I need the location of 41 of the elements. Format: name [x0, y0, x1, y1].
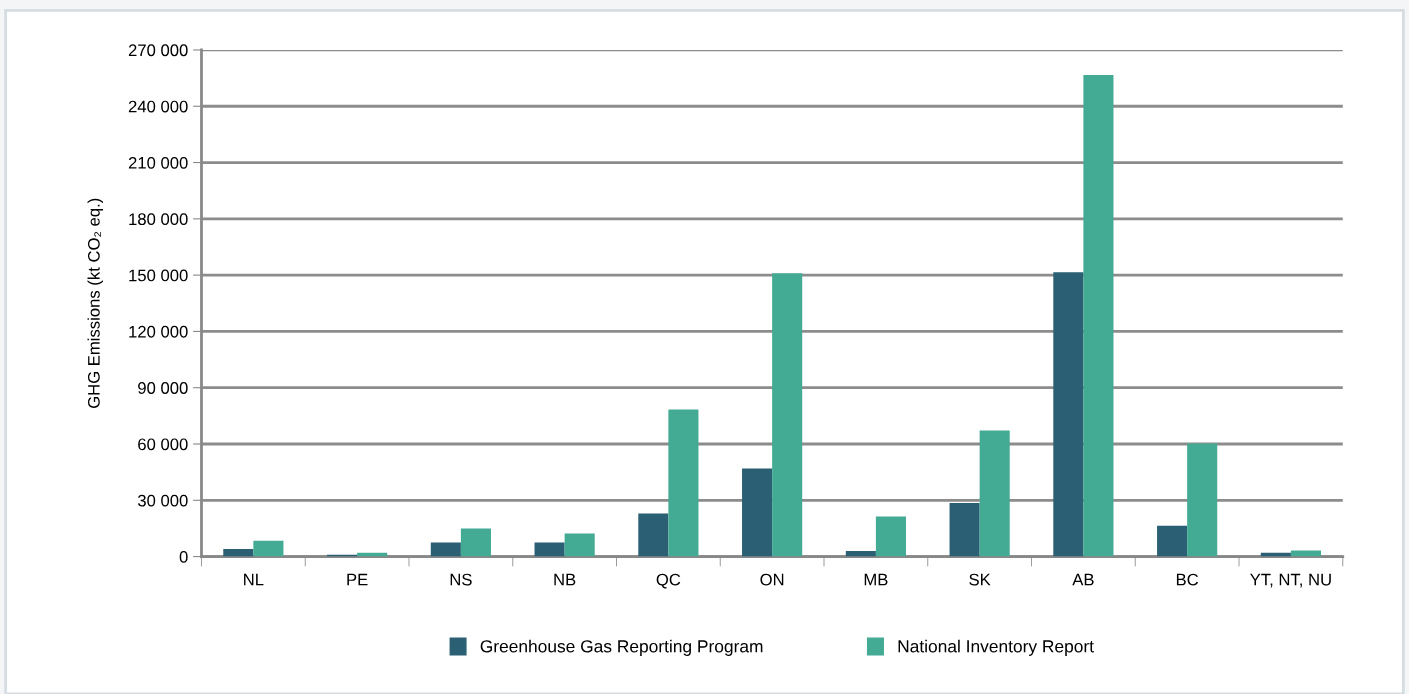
bar: [460, 528, 491, 557]
bar: [742, 468, 773, 557]
x-tick-label: NS: [450, 573, 472, 586]
bar: [772, 273, 803, 557]
x-tick-label: NL: [244, 573, 264, 586]
bar: [253, 540, 284, 557]
y-tick-label: 120 000: [129, 325, 188, 338]
y-tick-label: 30 000: [137, 494, 188, 507]
y-tick-label: 210 000: [128, 156, 188, 169]
bar: [534, 542, 565, 557]
bar: [638, 513, 669, 557]
legend-label: Greenhouse Gas Reporting Program: [480, 639, 763, 656]
y-tick-label: 180 000: [129, 213, 188, 226]
y-tick-label: 60 000: [138, 438, 188, 451]
bar: [564, 533, 595, 557]
x-tick-label: ON: [760, 573, 784, 586]
x-tick-label: YT, NT, NU: [1250, 573, 1331, 588]
y-tick-label: 90 000: [138, 382, 188, 394]
y-tick-label: 240 000: [128, 100, 188, 113]
x-tick-label: SK: [969, 573, 991, 586]
y-tick-label: 150 000: [129, 269, 188, 282]
bar: [949, 503, 980, 557]
bar: [875, 516, 906, 557]
y-axis-title: GHG Emissions (kt CO₂ eq.): [87, 198, 104, 408]
bar: [668, 409, 699, 557]
x-tick-label: QC: [656, 573, 681, 589]
x-tick-label: PE: [347, 573, 368, 586]
x-tick-label: NB: [554, 573, 576, 586]
x-tick-label: MB: [864, 573, 888, 586]
legend-label: National Inventory Report: [898, 639, 1094, 656]
y-tick-label: 0: [179, 550, 188, 563]
bar: [1187, 443, 1218, 557]
x-tick-label: AB: [1072, 573, 1094, 586]
bar: [979, 430, 1010, 557]
bar: [223, 549, 254, 557]
bar: [1083, 74, 1114, 557]
bar: [1053, 272, 1084, 557]
y-tick-label: 270 000: [128, 44, 188, 57]
x-tick-label: BC: [1176, 573, 1199, 586]
bar: [430, 542, 461, 557]
bar: [1157, 525, 1188, 557]
